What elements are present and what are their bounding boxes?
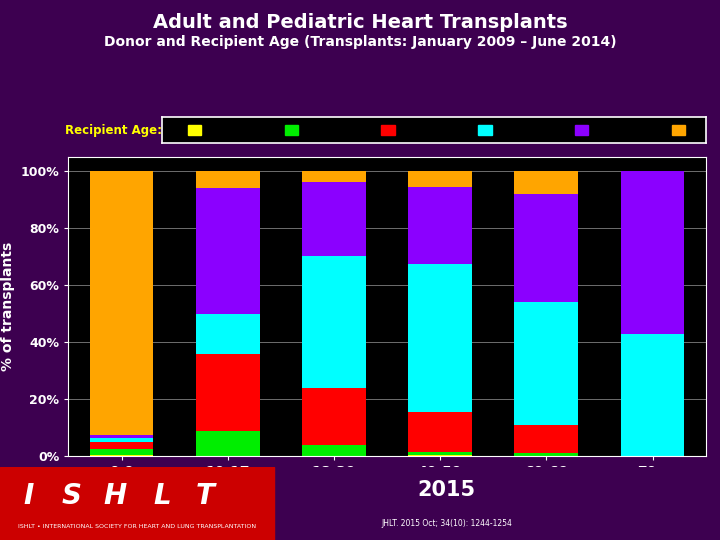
Y-axis label: % of transplants: % of transplants bbox=[1, 242, 15, 371]
Bar bbox=[408, 171, 472, 186]
Bar bbox=[196, 188, 260, 314]
Bar bbox=[89, 435, 153, 438]
Bar bbox=[89, 438, 153, 442]
Bar bbox=[196, 314, 260, 354]
Bar bbox=[188, 125, 202, 135]
Bar bbox=[382, 125, 395, 135]
Bar bbox=[408, 186, 472, 264]
Bar bbox=[89, 171, 153, 435]
Bar bbox=[478, 125, 492, 135]
Bar bbox=[408, 264, 472, 412]
Bar bbox=[408, 452, 472, 455]
Bar bbox=[302, 256, 366, 388]
Text: 2015: 2015 bbox=[418, 481, 475, 501]
Bar bbox=[89, 442, 153, 449]
Text: Recipient Age:: Recipient Age: bbox=[65, 124, 162, 137]
Text: Donor and Recipient Age (Transplants: January 2009 – June 2014): Donor and Recipient Age (Transplants: Ja… bbox=[104, 35, 616, 49]
Bar bbox=[196, 171, 260, 188]
Bar bbox=[89, 449, 153, 455]
Bar bbox=[515, 454, 578, 456]
Bar bbox=[0, 467, 274, 540]
Bar bbox=[408, 412, 472, 452]
Text: S: S bbox=[62, 482, 82, 510]
Text: H: H bbox=[104, 482, 127, 510]
Bar bbox=[515, 171, 578, 194]
Bar bbox=[196, 430, 260, 456]
Bar bbox=[302, 445, 366, 456]
Bar bbox=[575, 125, 588, 135]
X-axis label: Donor Age: Donor Age bbox=[342, 485, 432, 500]
Bar bbox=[515, 194, 578, 302]
Bar bbox=[515, 302, 578, 425]
Bar bbox=[621, 334, 684, 456]
Bar bbox=[621, 171, 684, 334]
Bar bbox=[196, 354, 260, 430]
Bar bbox=[408, 455, 472, 456]
Text: T: T bbox=[196, 482, 215, 510]
Text: L: L bbox=[153, 482, 171, 510]
Bar bbox=[515, 425, 578, 454]
Bar bbox=[302, 171, 366, 183]
Bar bbox=[284, 125, 298, 135]
Text: Adult and Pediatric Heart Transplants: Adult and Pediatric Heart Transplants bbox=[153, 14, 567, 32]
Text: ISHLT • INTERNATIONAL SOCIETY FOR HEART AND LUNG TRANSPLANTATION: ISHLT • INTERNATIONAL SOCIETY FOR HEART … bbox=[18, 524, 256, 529]
Bar bbox=[89, 455, 153, 456]
Bar bbox=[302, 388, 366, 445]
Text: JHLT. 2015 Oct; 34(10): 1244-1254: JHLT. 2015 Oct; 34(10): 1244-1254 bbox=[381, 519, 512, 529]
Bar bbox=[672, 125, 685, 135]
Bar bbox=[302, 183, 366, 256]
Text: I: I bbox=[24, 482, 34, 510]
